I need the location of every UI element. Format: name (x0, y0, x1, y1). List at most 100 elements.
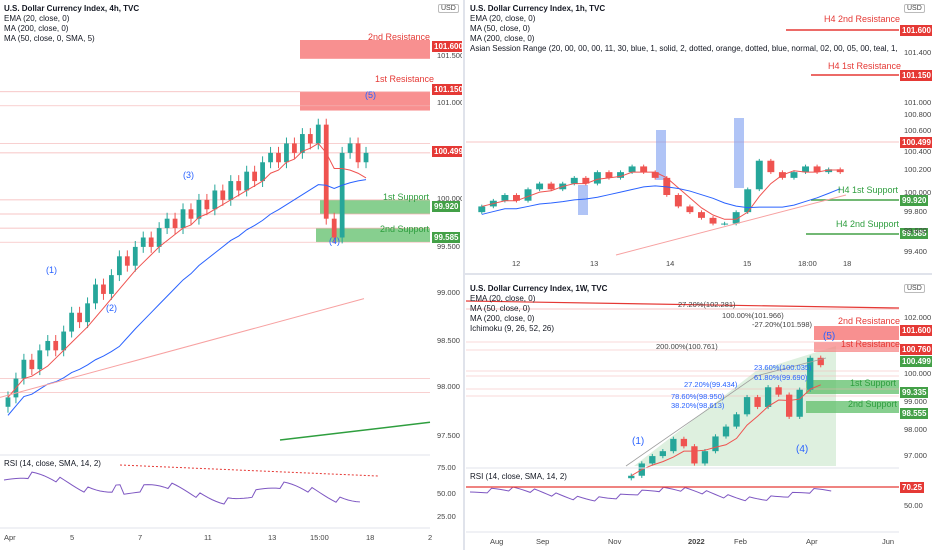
candle-body (236, 181, 242, 191)
legend-ema: EMA (20, close, 0) (470, 294, 536, 303)
candle-body (53, 340, 59, 351)
currency-badge[interactable]: USD (904, 284, 925, 293)
chart-4h[interactable]: U.S. Dollar Currency Index, 4h, TVC EMA … (0, 0, 462, 550)
rsi-line (469, 486, 832, 502)
chart-4h-canvas[interactable] (0, 0, 462, 550)
candle-body (355, 143, 361, 163)
x-tick: Sep (536, 537, 550, 546)
fib-label: 23.60%(100.035) (754, 363, 812, 372)
y-tick: 100.000 (904, 369, 932, 378)
currency-badge[interactable]: USD (904, 4, 925, 13)
candle-body (37, 350, 43, 370)
y-tick: 99.000 (904, 397, 927, 406)
sup1-label: 1st Support (383, 192, 430, 202)
x-tick: 11 (204, 533, 212, 542)
y-tick: 99.600 (904, 226, 927, 235)
candle-body (712, 436, 719, 452)
last-price-tag: 100.499 (432, 146, 462, 157)
rsi-header: RSI (14, close, SMA, 14, 2) (4, 459, 101, 468)
candle-body (649, 456, 656, 464)
last-price-tag: 100.499 (900, 356, 932, 367)
legend-ma200: MA (200, close, 0) (470, 34, 535, 43)
candle-body (164, 218, 170, 229)
candle-body (204, 199, 210, 210)
fib-label: -27.20%(101.598) (752, 320, 813, 329)
sup2-price-tag: 99.585 (432, 232, 461, 243)
trend-line (279, 421, 431, 441)
candle-body (817, 357, 824, 366)
y-tick: 97.500 (437, 431, 460, 440)
chart-1h-canvas[interactable] (466, 0, 932, 272)
candle-body (228, 181, 234, 200)
candle-body (686, 206, 694, 213)
x-tick: 12 (512, 259, 521, 268)
candle-body (148, 237, 154, 247)
candle-body (764, 387, 772, 407)
candle-body (363, 152, 369, 163)
chart-1w-canvas[interactable] (466, 276, 932, 550)
candle-body (284, 143, 289, 163)
chart-1h[interactable]: U.S. Dollar Currency Index, 1h, TVC EMA … (466, 0, 932, 272)
x-tick: 18:00 (798, 259, 817, 268)
wave-3: (3) (183, 170, 194, 180)
sup2-label: 2nd Support (848, 399, 898, 409)
sup1-zone (806, 380, 899, 394)
x-tick: 7 (138, 533, 143, 542)
y-tick: 101.400 (904, 48, 932, 57)
y-tick: 99.800 (904, 207, 927, 216)
chart-title: U.S. Dollar Currency Index, 4h, TVC (4, 4, 140, 13)
wave-4: (4) (796, 444, 809, 455)
candle-body (680, 438, 688, 447)
res1-zone (814, 342, 899, 352)
candle-body (307, 134, 313, 144)
currency-badge[interactable]: USD (438, 4, 459, 13)
chart-4h-header: U.S. Dollar Currency Index, 4h, TVC EMA … (4, 4, 139, 44)
res1-label: 1st Resistance (841, 339, 901, 349)
rsi-tick: 50.00 (437, 489, 456, 498)
candle-body (347, 143, 353, 153)
res1-label: 1st Resistance (375, 74, 435, 84)
wave-4: (4) (329, 236, 340, 246)
candle-body (651, 172, 659, 178)
sup1-price-tag: 99.920 (432, 201, 461, 212)
fib-label: 27.20%(99.434) (684, 380, 738, 389)
x-tick: 18 (843, 259, 852, 268)
candle-body (292, 143, 297, 153)
candle-body (670, 438, 677, 452)
fib-label: 61.80%(99.690) (754, 373, 808, 382)
candle-body (276, 152, 281, 163)
x-tick: 15:00 (310, 533, 329, 542)
sup1-price-tag: 99.920 (900, 195, 929, 206)
rsi-divergence (119, 464, 379, 477)
candle-body (220, 190, 226, 200)
res1-price-tag: 101.150 (432, 84, 462, 95)
sup2-label: 2nd Support (380, 224, 430, 234)
candle-body (513, 195, 520, 201)
candle-body (640, 166, 648, 173)
candle-body (172, 218, 178, 229)
candle-body (323, 124, 329, 219)
candle-body (331, 218, 337, 238)
candle-body (775, 387, 782, 395)
fib-label: 100.00%(101.966) (722, 311, 784, 320)
ema-line (7, 142, 367, 398)
candle-body (802, 166, 809, 173)
wave-5: (5) (365, 90, 376, 100)
x-tick: 14 (666, 259, 675, 268)
candle-body (722, 426, 730, 437)
fib-trend (625, 357, 827, 467)
candle-body (101, 284, 106, 294)
candle-body (180, 209, 186, 229)
res2-label: 2nd Resistance (838, 316, 901, 326)
candle-body (212, 190, 218, 210)
chart-1w[interactable]: U.S. Dollar Currency Index, 1W, TVC EMA … (466, 276, 932, 550)
rsi-header: RSI (14, close, SMA, 14, 2) (470, 472, 567, 481)
candle-body (5, 397, 11, 407)
fib-label: 27.20%(102.281) (678, 300, 736, 309)
candle-body (536, 183, 544, 190)
legend-ma50: MA (50, close, 0) (470, 304, 531, 313)
panel-divider[interactable] (463, 0, 465, 550)
panel-divider[interactable] (465, 273, 932, 275)
rsi-tick: 50.00 (904, 501, 923, 510)
candle-body (582, 177, 590, 184)
